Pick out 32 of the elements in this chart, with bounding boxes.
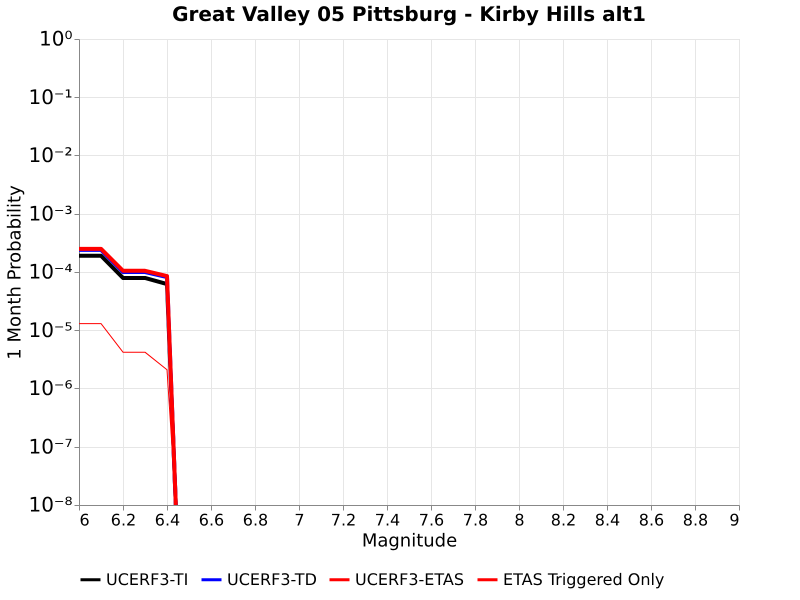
x-tick-label: 6.8 <box>242 510 268 530</box>
x-tick-label: 7.6 <box>418 510 444 530</box>
x-tick-label: 6.6 <box>198 510 224 530</box>
y-tick-label: 10⁻⁸ <box>28 492 72 516</box>
x-tick-label: 8.4 <box>594 510 620 530</box>
x-tick-label: 6.4 <box>154 510 180 530</box>
legend-label: ETAS Triggered Only <box>503 570 664 589</box>
y-tick-label: 10⁰ <box>39 26 72 50</box>
x-tick-label: 6.2 <box>110 510 136 530</box>
x-tick-label: 7.4 <box>374 510 400 530</box>
x-tick-label: 7.8 <box>462 510 488 530</box>
legend-label: UCERF3-TD <box>227 570 317 589</box>
x-tick-label: 7.2 <box>330 510 356 530</box>
chart-title: Great Valley 05 Pittsburg - Kirby Hills alt1 <box>172 2 646 26</box>
y-tick-label: 10⁻⁴ <box>28 260 72 284</box>
legend-label: UCERF3-TI <box>106 570 188 589</box>
x-tick-label: 6 <box>80 510 90 530</box>
x-tick-label: 8 <box>514 510 525 530</box>
y-tick-label: 10⁻⁷ <box>28 434 72 458</box>
x-axis-title: Magnitude <box>362 530 458 552</box>
x-tick-label: 8.8 <box>682 510 708 530</box>
y-tick-label: 10⁻³ <box>28 201 72 226</box>
x-tick-label: 9 <box>729 510 740 530</box>
y-tick-label: 10⁻⁶ <box>28 376 72 400</box>
y-axis-title: 1 Month Probability <box>4 184 26 360</box>
y-tick-label: 10⁻¹ <box>28 84 72 109</box>
y-tick-label: 10⁻⁵ <box>28 318 72 342</box>
x-tick-label: 8.2 <box>550 510 576 530</box>
x-tick-label: 8.6 <box>638 510 664 530</box>
x-tick-label: 7 <box>294 510 305 530</box>
y-tick-label: 10⁻² <box>28 143 72 167</box>
legend-label: UCERF3-ETAS <box>355 570 464 589</box>
